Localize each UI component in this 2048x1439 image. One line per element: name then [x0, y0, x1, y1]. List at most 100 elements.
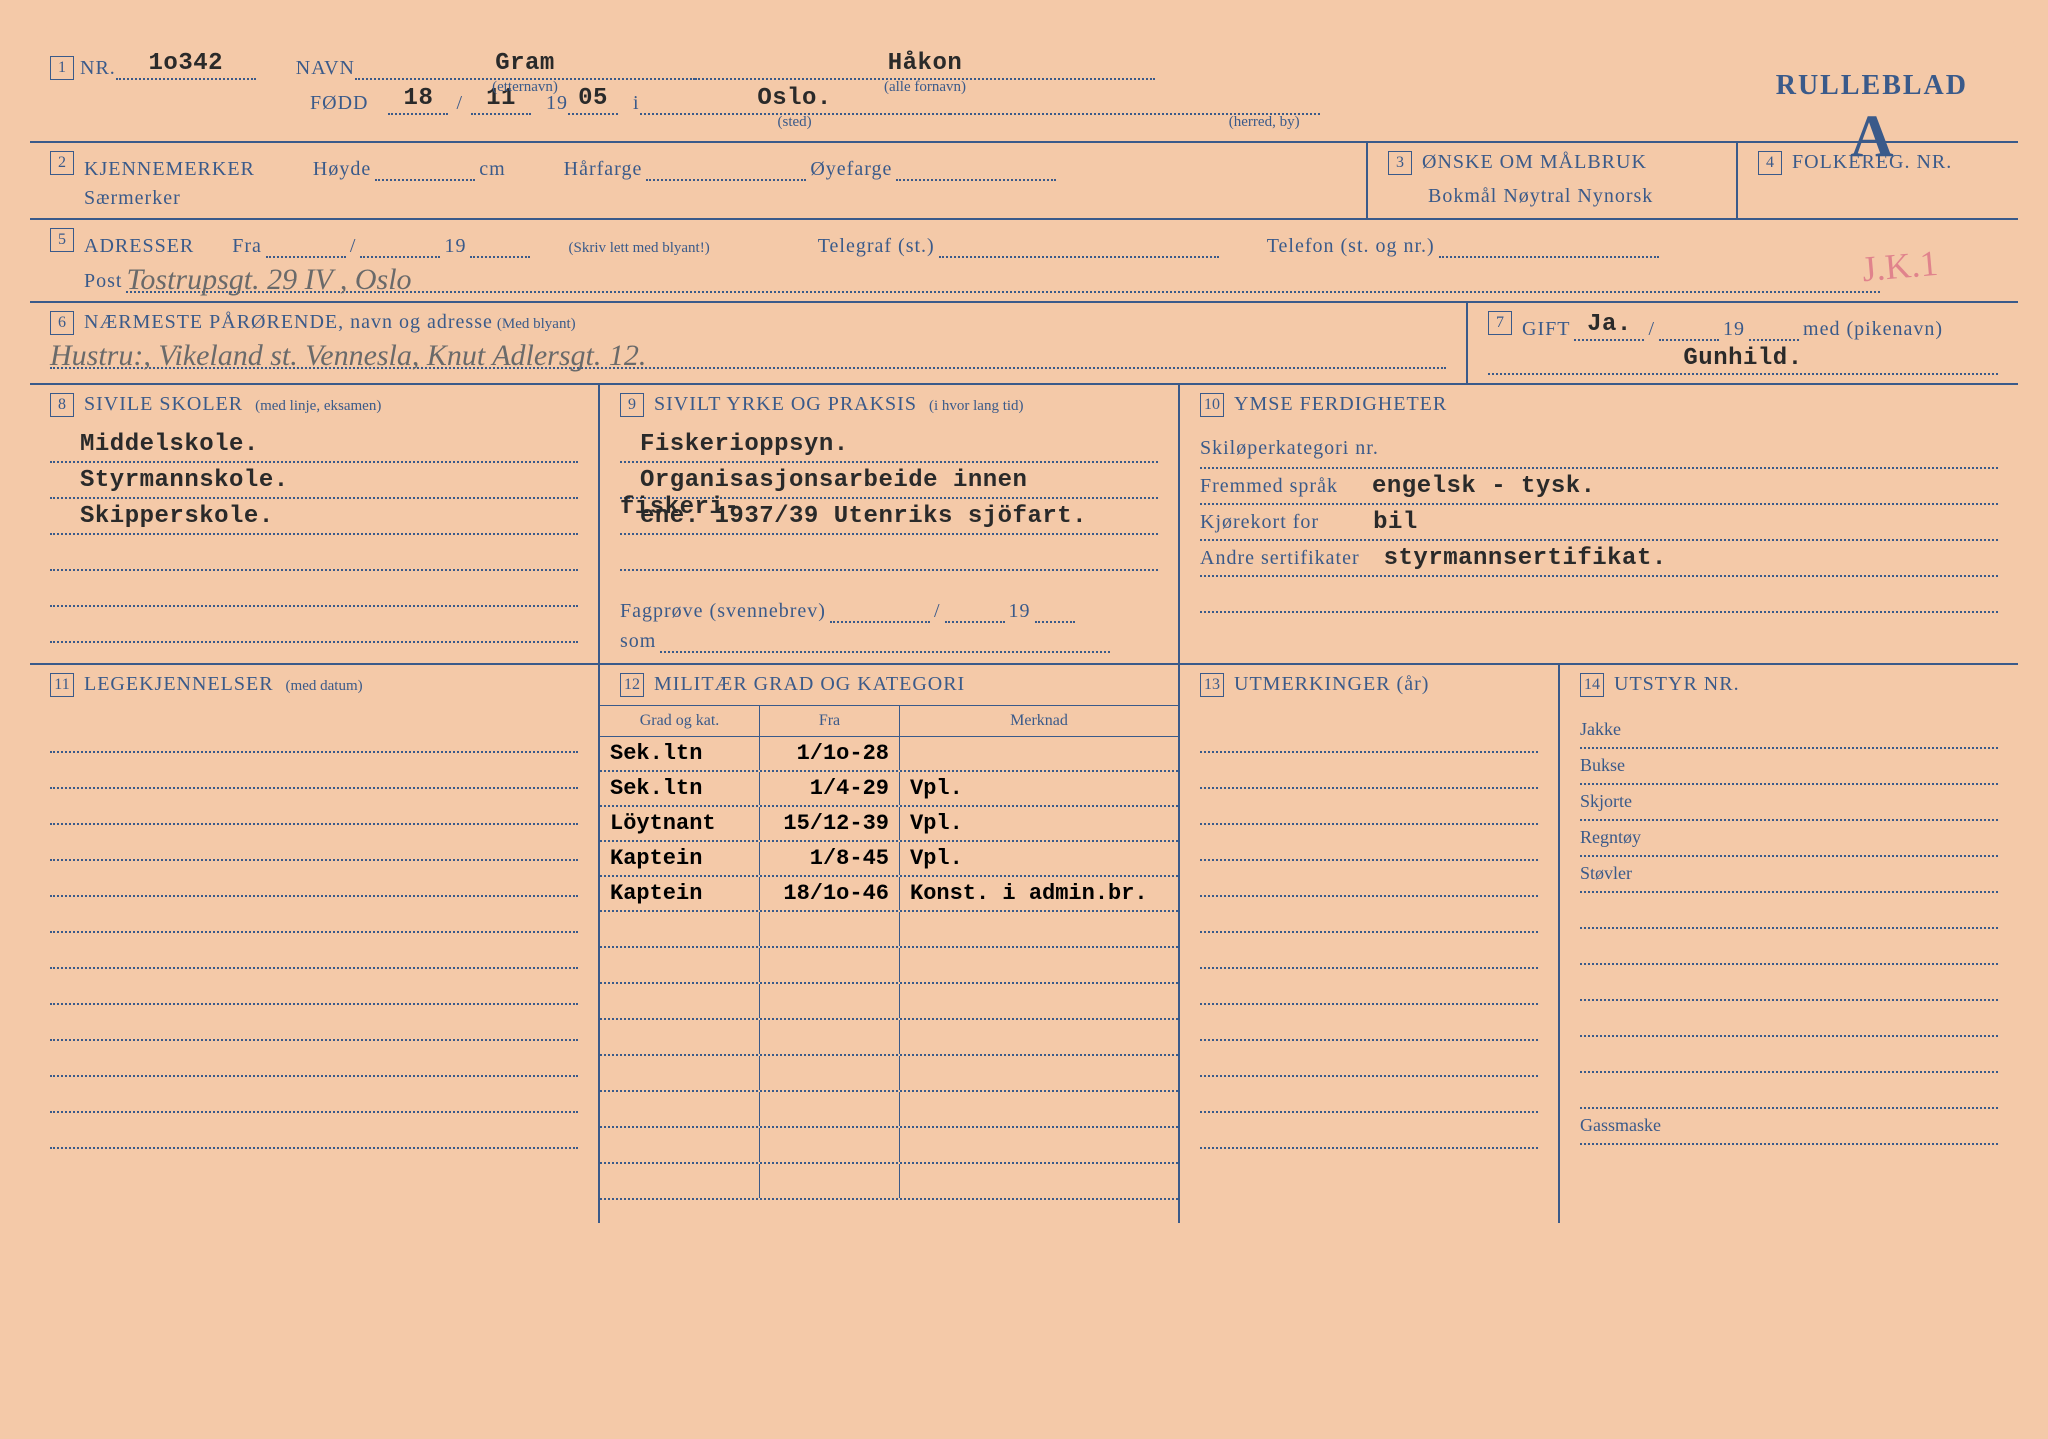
- mil-col-fra: Fra: [760, 706, 900, 736]
- militar-title: MILITÆR GRAD OG KATEGORI: [654, 673, 965, 695]
- militar-row: Löytnant15/12-39Vpl.: [600, 807, 1178, 842]
- gift-label: GIFT: [1522, 318, 1570, 340]
- utstyr-regntoy: Regntøy: [1580, 821, 1998, 857]
- militar-row: Kaptein18/1o-46Konst. i admin.br.: [600, 877, 1178, 912]
- militar-blank-row: [600, 1164, 1178, 1200]
- militar-row: Sek.ltn1/4-29Vpl.: [600, 772, 1178, 807]
- sted-sublabel: (sted): [640, 114, 950, 131]
- section-number-3: 3: [1388, 151, 1412, 175]
- parorende-sub: (Med blyant): [497, 316, 576, 332]
- yrke-title: SIVILT YRKE OG PRAKSIS: [654, 393, 917, 415]
- kjennemerker-label: KJENNEMERKER: [84, 158, 255, 180]
- utstyr-bukse: Bukse: [1580, 749, 1998, 785]
- militar-blank-row: [600, 1056, 1178, 1092]
- address-handwritten: Tostrupsgt. 29 IV , Oslo: [126, 263, 411, 296]
- herred-sublabel: (herred, by): [1229, 114, 1300, 131]
- navn-label: NAVN: [296, 57, 355, 80]
- section-number-11: 11: [50, 673, 74, 697]
- header-row-2: FØDD 18 / 11 19 05 i Oslo. (sted) (herre…: [30, 80, 2018, 123]
- birth-place: Oslo.: [757, 85, 832, 112]
- militar-row: Sek.ltn1/1o-28: [600, 737, 1178, 772]
- kin-handwritten: Hustru:, Vikeland st. Vennesla, Knut Adl…: [50, 339, 646, 372]
- section-number-1: 1: [50, 56, 74, 80]
- post-label: Post: [84, 270, 122, 292]
- section-bottom: 11 LEGEKJENNELSER (med datum) 12 MILITÆR…: [30, 663, 2018, 1223]
- saermerker-label: Særmerker: [84, 187, 181, 209]
- legekjennelser-title: LEGEKJENNELSER: [84, 673, 274, 695]
- militar-headers: Grad og kat. Fra Merknad: [600, 705, 1178, 737]
- section-physical: 2 KJENNEMERKER Høyde cm Hårfarge Øyefarg…: [30, 141, 2018, 218]
- section-number-9: 9: [620, 393, 644, 417]
- kjorekort-value: bil: [1373, 509, 1418, 536]
- militar-blank-row: [600, 1020, 1178, 1056]
- rulleblad-label: RULLEBLAD: [1776, 70, 1968, 102]
- fagprove-label: Fagprøve (svennebrev): [620, 600, 826, 622]
- fremmed-value: engelsk - tysk.: [1372, 473, 1596, 500]
- rulleblad-letter: A: [1776, 102, 1968, 171]
- malbruk-title: ØNSKE OM MÅLBRUK: [1422, 151, 1647, 173]
- kjorekort-label: Kjørekort for: [1200, 511, 1319, 533]
- firstname-value: Håkon: [888, 50, 963, 77]
- gift-value: Ja.: [1587, 311, 1632, 338]
- spouse-name: Gunhild.: [1683, 345, 1802, 372]
- oyefarge-label: Øyefarge: [810, 158, 892, 180]
- ferdigheter-title: YMSE FERDIGHETER: [1234, 393, 1447, 415]
- section-kin-marriage: 6 NÆRMESTE PÅRØRENDE, navn og adresse (M…: [30, 301, 2018, 383]
- skriv-note: (Skriv lett med blyant!): [568, 240, 709, 256]
- malbruk-options: Bokmål Nøytral Nynorsk: [1388, 185, 1716, 208]
- section-number-14: 14: [1580, 673, 1604, 697]
- legekjennelser-sub: (med datum): [286, 678, 363, 694]
- section-address: 5 ADRESSER Fra / 19 (Skriv lett med blya…: [30, 218, 2018, 301]
- surname-value: Gram: [495, 50, 555, 77]
- militar-blank-row: [600, 1092, 1178, 1128]
- section-number-12: 12: [620, 673, 644, 697]
- parorende-title: NÆRMESTE PÅRØRENDE, navn og adresse: [84, 311, 493, 333]
- section-number-6: 6: [50, 311, 74, 335]
- yrke-1: Fiskerioppsyn.: [620, 431, 849, 458]
- record-card: 1 NR. 1o342 NAVN Gram (etternavn) Håkon …: [30, 20, 2018, 1419]
- militar-blank-row: [600, 912, 1178, 948]
- andre-value: styrmannsertifikat.: [1384, 545, 1667, 572]
- mil-col-grad: Grad og kat.: [600, 706, 760, 736]
- section-number-7: 7: [1488, 311, 1512, 335]
- med-label: med (pikenavn): [1803, 318, 1943, 340]
- school-3: Skipperskole.: [50, 503, 274, 530]
- cm-label: cm: [479, 158, 505, 180]
- rulleblad-stamp: RULLEBLAD A: [1776, 70, 1968, 171]
- section-number-8: 8: [50, 393, 74, 417]
- section-number-13: 13: [1200, 673, 1224, 697]
- militar-blank-row: [600, 984, 1178, 1020]
- yrke-sub: (i hvor lang tid): [929, 398, 1024, 414]
- nr-value: 1o342: [149, 50, 224, 77]
- telefon-label: Telefon (st. og nr.): [1267, 235, 1435, 257]
- skoler-title: SIVILE SKOLER: [84, 393, 243, 415]
- header-row-1: 1 NR. 1o342 NAVN Gram (etternavn) Håkon …: [30, 20, 2018, 80]
- section-number-2: 2: [50, 151, 74, 175]
- utmerkinger-title: UTMERKINGER (år): [1234, 673, 1429, 695]
- militar-blank-row: [600, 1128, 1178, 1164]
- utstyr-skjorte: Skjorte: [1580, 785, 1998, 821]
- mil-col-merknad: Merknad: [900, 706, 1178, 736]
- skoler-sub: (med linje, eksamen): [255, 398, 381, 414]
- section-number-10: 10: [1200, 393, 1224, 417]
- andre-label: Andre sertifikater: [1200, 547, 1360, 569]
- utstyr-jakke: Jakke: [1580, 713, 1998, 749]
- utstyr-gassmaske: Gassmaske: [1580, 1109, 1998, 1145]
- militar-row: Kaptein1/8-45Vpl.: [600, 842, 1178, 877]
- utstyr-stovler: Støvler: [1580, 857, 1998, 893]
- school-2: Styrmannskole.: [50, 467, 289, 494]
- utstyr-title: UTSTYR NR.: [1614, 673, 1740, 695]
- yrke-3: ene. 1937/39 Utenriks sjöfart.: [620, 503, 1087, 530]
- red-pencil-note: J.K.1: [1860, 242, 1939, 290]
- telegraf-label: Telegraf (st.): [818, 235, 935, 257]
- som-label: som: [620, 630, 656, 652]
- militar-blank-row: [600, 948, 1178, 984]
- ski-label: Skiløperkategori nr.: [1200, 437, 1379, 459]
- nr-label: NR.: [80, 57, 116, 80]
- section-education-skills: 8 SIVILE SKOLER (med linje, eksamen) Mid…: [30, 383, 2018, 663]
- adresser-label: ADRESSER: [84, 235, 194, 257]
- fremmed-label: Fremmed språk: [1200, 475, 1338, 497]
- fra-label: Fra: [232, 235, 262, 257]
- hoyde-label: Høyde: [313, 158, 371, 180]
- school-1: Middelskole.: [50, 431, 259, 458]
